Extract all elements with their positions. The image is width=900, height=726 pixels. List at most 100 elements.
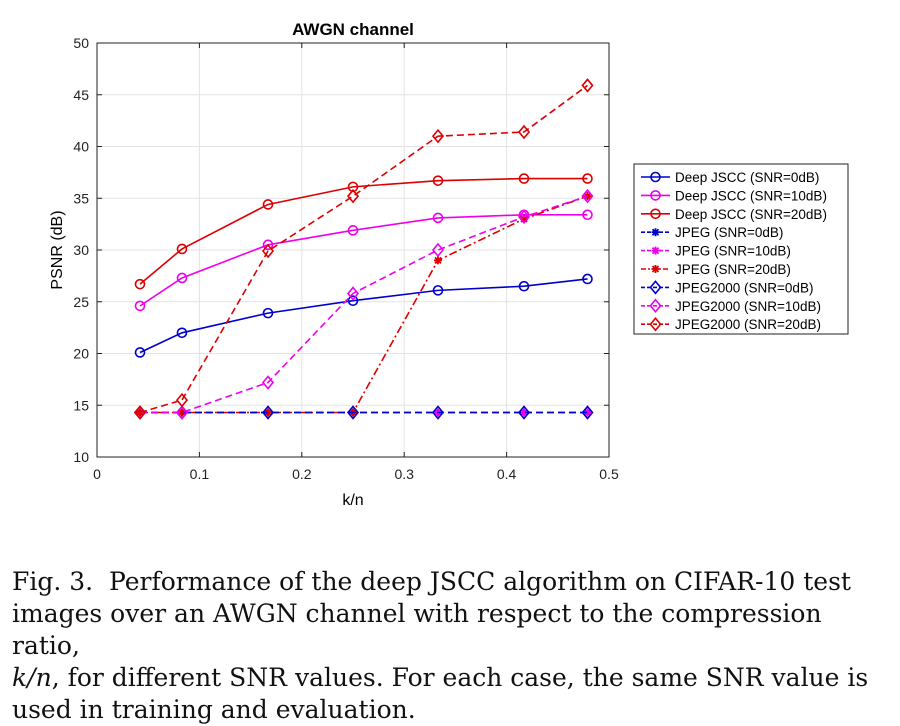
psnr-line-chart: AWGN channel 0 0.1 0.2 0.3 0.4 0.5 10 15 20 25 30 3… xyxy=(49,20,849,509)
x-tick-label: 0.3 xyxy=(394,466,414,482)
legend-label: Deep JSCC (SNR=10dB) xyxy=(675,188,827,203)
series-line xyxy=(139,214,588,307)
y-tick-label: 30 xyxy=(73,242,89,258)
data-point xyxy=(520,408,529,417)
caption-math-kn: k/n xyxy=(12,663,52,692)
legend-marker xyxy=(649,316,662,332)
legend-marker xyxy=(650,208,661,220)
series-1 xyxy=(134,209,593,312)
legend-label: JPEG2000 (SNR=0dB) xyxy=(675,280,813,295)
legend-box xyxy=(633,163,849,335)
data-point xyxy=(433,256,442,265)
data-point xyxy=(177,408,186,417)
legend-marker xyxy=(651,265,660,273)
data-point xyxy=(520,214,529,223)
legend-label: JPEG (SNR=20dB) xyxy=(675,262,791,277)
legend-marker xyxy=(649,298,662,314)
legend-label: JPEG2000 (SNR=10dB) xyxy=(675,299,821,314)
y-tick-label: 15 xyxy=(73,397,89,413)
data-point xyxy=(582,173,593,184)
legend-marker xyxy=(649,280,662,295)
caption-line-3: k/n, for different SNR values. For each … xyxy=(12,662,892,694)
figure-caption: Fig. 3. Performance of the deep JSCC alg… xyxy=(12,566,892,726)
axis-ticks: 0 0.1 0.2 0.3 0.4 0.5 10 15 20 25 30 35 40 45 50 xyxy=(73,35,619,482)
legend-marker xyxy=(651,228,660,237)
data-point xyxy=(346,286,360,301)
grid-lines xyxy=(97,43,609,457)
data-point xyxy=(347,295,359,307)
data-point xyxy=(347,225,359,236)
data-point xyxy=(431,128,445,144)
caption-line1-text: Performance of the deep JSCC algorithm o… xyxy=(109,567,851,596)
x-tick-label: 0.1 xyxy=(190,466,210,482)
data-point xyxy=(134,300,146,312)
y-tick-label: 10 xyxy=(73,449,89,465)
series-line xyxy=(139,84,588,414)
data-point xyxy=(582,273,593,285)
data-point xyxy=(134,347,146,358)
series-line xyxy=(139,177,588,285)
data-point xyxy=(346,188,360,204)
legend-label: Deep JSCC (SNR=20dB) xyxy=(675,207,827,222)
data-point xyxy=(581,188,594,204)
data-point xyxy=(517,405,531,420)
y-tick-label: 25 xyxy=(73,294,89,310)
data-point xyxy=(432,212,444,224)
data-point xyxy=(134,278,146,290)
y-tick-label: 35 xyxy=(73,190,89,206)
data-point xyxy=(261,243,275,259)
data-point xyxy=(581,78,594,93)
legend-label: Deep JSCC (SNR=0dB) xyxy=(675,170,819,185)
data-point xyxy=(582,209,593,221)
legend: Deep JSCC (SNR=0dB) Deep JSCC (SNR=10dB) D… xyxy=(633,163,849,335)
y-axis-label: PSNR (dB) xyxy=(49,210,66,289)
caption-line-4: used in training and evaluation. xyxy=(12,695,416,724)
data-point xyxy=(176,272,188,284)
series-7 xyxy=(133,188,594,420)
data-point xyxy=(175,405,189,420)
data-point xyxy=(517,209,531,225)
y-tick-label: 20 xyxy=(73,346,89,362)
data-point xyxy=(581,405,594,420)
legend-marker xyxy=(651,246,660,255)
series-line xyxy=(140,195,588,414)
data-point xyxy=(431,405,445,420)
legend-label: JPEG2000 (SNR=20dB) xyxy=(675,317,821,332)
series-layer xyxy=(133,78,594,420)
series-5 xyxy=(136,192,592,417)
x-tick-label: 0 xyxy=(93,466,101,482)
legend-marker xyxy=(650,190,661,201)
data-point xyxy=(431,242,445,258)
caption-line-1: Fig. 3. Performance of the deep JSCC alg… xyxy=(12,566,892,598)
data-point xyxy=(261,405,275,420)
legend-marker xyxy=(650,171,661,183)
data-point xyxy=(517,124,531,140)
caption-prefix: Fig. 3. xyxy=(12,567,94,596)
y-tick-label: 40 xyxy=(73,139,89,155)
y-tick-label: 45 xyxy=(73,87,89,103)
data-point xyxy=(262,199,274,210)
legend-label: JPEG (SNR=10dB) xyxy=(675,244,791,259)
series-0 xyxy=(134,273,593,358)
data-point xyxy=(518,280,530,292)
data-point xyxy=(432,285,444,296)
caption-line3-text: , for different SNR values. For each cas… xyxy=(51,663,869,692)
x-tick-label: 0.2 xyxy=(292,466,312,482)
data-point xyxy=(133,405,147,420)
data-point xyxy=(175,392,189,408)
caption-line-2: images over an AWGN channel with respect… xyxy=(12,599,822,660)
data-point xyxy=(176,327,188,339)
x-tick-label: 0.5 xyxy=(599,466,619,482)
series-2 xyxy=(134,173,593,290)
legend-label: JPEG (SNR=0dB) xyxy=(675,225,783,240)
data-point xyxy=(176,243,188,255)
data-point xyxy=(261,375,275,390)
x-axis-label: k/n xyxy=(342,492,363,509)
data-point xyxy=(518,173,530,184)
y-tick-label: 50 xyxy=(73,35,89,51)
chart-title: AWGN channel xyxy=(292,20,414,39)
x-tick-label: 0.4 xyxy=(497,466,517,482)
data-point xyxy=(583,408,592,417)
data-point xyxy=(262,307,274,319)
data-point xyxy=(262,239,274,251)
